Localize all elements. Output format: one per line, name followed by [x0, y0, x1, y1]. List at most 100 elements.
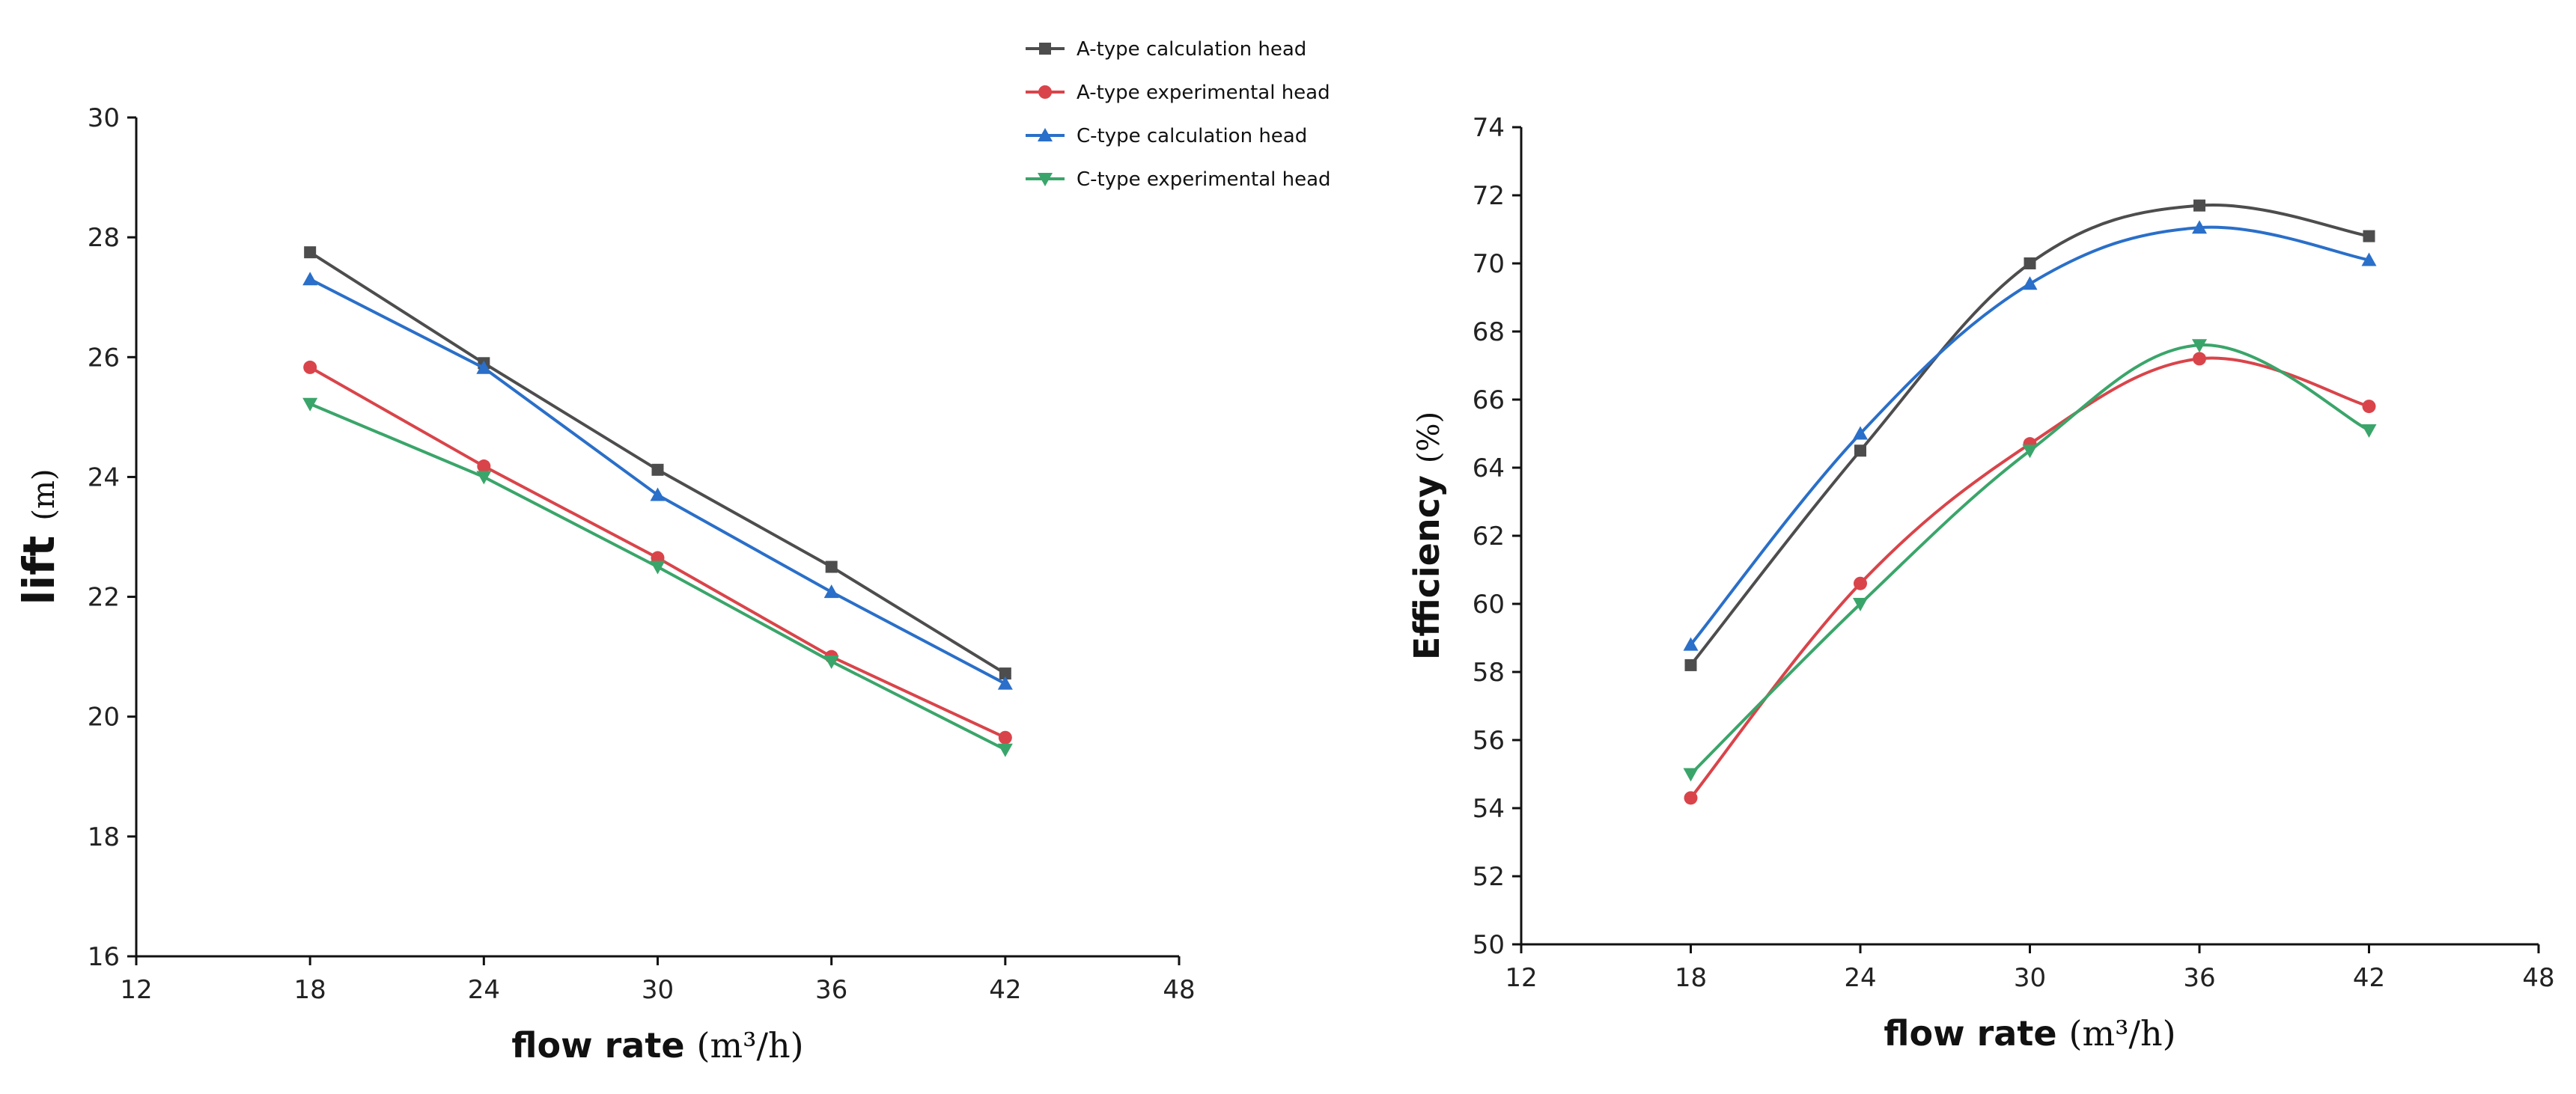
- x-tick-label: 18: [294, 975, 326, 1005]
- x-tick-label: 48: [2522, 963, 2554, 993]
- legend-marker: [1038, 128, 1053, 141]
- legend-label: C-type experimental head: [1077, 168, 1331, 191]
- y-tick-label: 24: [88, 462, 120, 492]
- data-point: [1853, 598, 1868, 611]
- data-point: [304, 246, 317, 259]
- y-tick-label: 64: [1473, 453, 1505, 483]
- y-axis-label: Efficiency (%): [1407, 412, 1447, 660]
- y-tick-label: 70: [1473, 249, 1505, 279]
- data-point: [2363, 230, 2375, 242]
- lift-chart: 12 18 24 30 36 42 48 16 18 20 22 24 26 28 30 flow rate …: [13, 103, 1196, 1066]
- data-point: [997, 676, 1013, 690]
- x-axis-unit: (m³/h): [697, 1025, 804, 1066]
- y-axis-unit: (m): [27, 468, 61, 520]
- x-tick-label: 24: [468, 975, 500, 1005]
- y-tick-label: 74: [1473, 113, 1505, 143]
- efficiency-chart: 12 18 24 30 36 42 48 50 52 54 56 58 60 62 64 66 68 70 72 74…: [1407, 113, 2555, 1054]
- data-point: [1684, 658, 1697, 671]
- data-point: [2362, 400, 2376, 414]
- data-point: [1683, 768, 1699, 782]
- x-tick-label: 12: [120, 975, 152, 1005]
- y-tick-label: 52: [1473, 862, 1505, 892]
- data-point: [651, 463, 664, 476]
- series-c-type-experimental-head: [1683, 339, 2377, 782]
- data-point: [823, 584, 839, 599]
- y-tick-label: 54: [1473, 794, 1505, 824]
- x-tick-label: 36: [2183, 963, 2215, 993]
- legend-marker: [1038, 85, 1052, 99]
- x-tick-label: 12: [1505, 963, 1537, 993]
- series-c-type-experimental-head: [302, 397, 1013, 757]
- data-point: [823, 656, 839, 670]
- legend-item-c-type-experimental-head: C-type experimental head: [1026, 168, 1331, 191]
- x-tick-label: 24: [1844, 963, 1876, 993]
- y-axis-title: Efficiency: [1407, 463, 1447, 660]
- data-point: [1854, 444, 1866, 457]
- data-point: [998, 730, 1012, 745]
- x-tick-label: 18: [1675, 963, 1707, 993]
- data-point: [997, 743, 1013, 757]
- y-axis-unit: (%): [1412, 412, 1446, 463]
- x-axis-unit: (m³/h): [2069, 1013, 2176, 1054]
- data-point: [2024, 257, 2036, 269]
- data-point: [2193, 199, 2205, 212]
- y-tick-label: 56: [1473, 726, 1505, 756]
- legend-marker: [1039, 43, 1051, 55]
- data-point: [302, 397, 318, 412]
- data-point: [1853, 426, 1868, 440]
- data-point: [2192, 339, 2207, 353]
- data-point: [476, 471, 492, 485]
- y-tick-label: 30: [88, 103, 120, 133]
- x-axis-title: flow rate: [511, 1025, 696, 1066]
- y-tick-label: 68: [1473, 317, 1505, 347]
- y-tick-label: 66: [1473, 385, 1505, 415]
- x-tick-label: 42: [2353, 963, 2385, 993]
- legend-item-c-type-calculation-head: C-type calculation head: [1026, 125, 1307, 147]
- series-c-type-calculation-head: [302, 272, 1013, 690]
- data-point: [477, 459, 491, 474]
- legend-label: A-type experimental head: [1077, 82, 1330, 104]
- y-tick-label: 26: [88, 343, 120, 373]
- x-axis-label: flow rate (m³/h): [1884, 1013, 2175, 1054]
- y-tick-label: 62: [1473, 522, 1505, 551]
- data-point: [2022, 444, 2038, 459]
- data-point: [825, 560, 838, 573]
- data-point: [2192, 220, 2207, 234]
- y-axis-title: lift: [13, 521, 64, 605]
- series-line: [1689, 225, 2369, 646]
- data-point: [303, 360, 317, 374]
- x-tick-label: 36: [815, 975, 847, 1005]
- y-tick-label: 20: [88, 703, 120, 733]
- data-point: [1854, 576, 1867, 590]
- y-axis-label: lift (m): [13, 468, 64, 605]
- y-tick-label: 58: [1473, 658, 1505, 688]
- y-tick-label: 60: [1473, 590, 1505, 620]
- data-point: [1684, 791, 1698, 805]
- y-tick-label: 16: [88, 942, 120, 972]
- legend: A-type calculation head A-type experiment…: [1026, 38, 1331, 191]
- x-tick-label: 48: [1163, 975, 1195, 1005]
- legend-label: C-type calculation head: [1077, 125, 1307, 147]
- y-tick-label: 28: [88, 223, 120, 253]
- data-point: [302, 272, 318, 286]
- y-tick-label: 72: [1473, 181, 1505, 211]
- data-point: [2361, 252, 2377, 266]
- x-axis-label: flow rate (m³/h): [511, 1025, 803, 1066]
- data-point: [999, 667, 1011, 680]
- series-line: [1689, 356, 2370, 799]
- data-point: [2193, 352, 2206, 366]
- y-tick-label: 50: [1473, 930, 1505, 960]
- series-a-type-calculation-head: [1684, 199, 2375, 671]
- x-tick-label: 30: [2014, 963, 2046, 993]
- legend-marker: [1038, 173, 1053, 186]
- series-c-type-calculation-head: [1683, 220, 2377, 651]
- x-tick-label: 42: [989, 975, 1021, 1005]
- legend-label: A-type calculation head: [1077, 38, 1306, 61]
- legend-item-a-type-experimental-head: A-type experimental head: [1026, 82, 1330, 104]
- data-point: [650, 560, 666, 575]
- legend-item-a-type-calculation-head: A-type calculation head: [1026, 38, 1306, 61]
- data-point: [1683, 637, 1699, 651]
- y-tick-label: 22: [88, 583, 120, 613]
